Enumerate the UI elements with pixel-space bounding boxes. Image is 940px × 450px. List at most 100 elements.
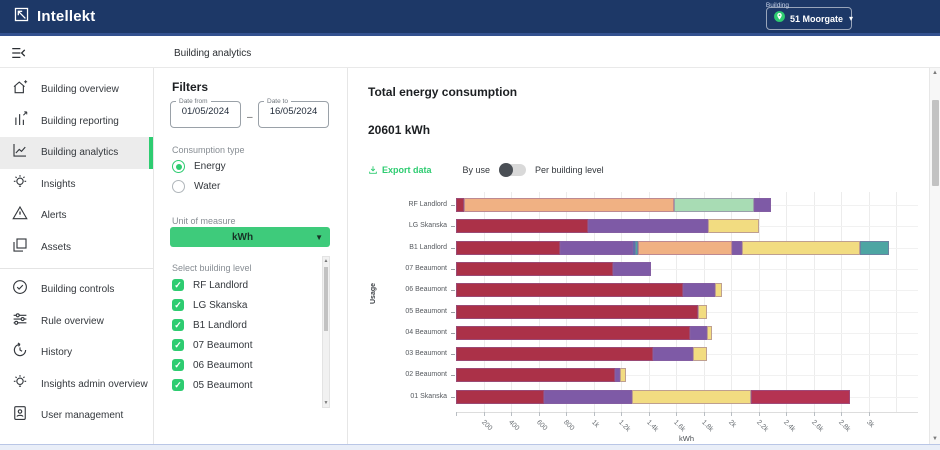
- building-level-05-beaumont[interactable]: ✓05 Beaumont: [172, 375, 317, 395]
- y-tick-mark: [451, 205, 455, 206]
- bar-segment: [732, 241, 742, 255]
- y-tick-label: 02 Beaumont: [349, 371, 447, 378]
- consumption-type-label: Consumption type: [172, 145, 245, 155]
- date-from-value[interactable]: 01/05/2024: [171, 106, 240, 117]
- radio-energy[interactable]: Energy: [172, 160, 226, 173]
- sidebar-item-building-reporting[interactable]: Building reporting: [0, 106, 153, 138]
- gridline: [896, 192, 897, 412]
- building-selector-value: 51 Moorgate: [790, 14, 843, 24]
- x-tick-label: 200: [480, 419, 493, 432]
- horizontal-scrollbar[interactable]: [0, 444, 940, 450]
- y-tick-mark: [451, 226, 455, 227]
- sidebar-item-building-controls[interactable]: Building controls: [0, 274, 153, 306]
- bar-segment: [632, 390, 751, 404]
- building-level-label: Select building level: [172, 263, 252, 273]
- sidebar-item-assets[interactable]: Assets: [0, 232, 153, 264]
- x-tick-mark: [649, 412, 650, 416]
- gridline: [786, 192, 787, 412]
- sidebar-item-building-analytics[interactable]: Building analytics: [0, 137, 153, 169]
- bar-segment: [588, 219, 708, 233]
- unit-of-measure-dropdown[interactable]: kWh ▼: [170, 227, 330, 247]
- bar-segment: [560, 241, 633, 255]
- building-level-b1-landlord[interactable]: ✓B1 Landlord: [172, 315, 317, 335]
- bar-segment: [456, 283, 683, 297]
- sidebar-item-alerts[interactable]: Alerts: [0, 200, 153, 232]
- building-selector[interactable]: 51 Moorgate ▾: [766, 7, 852, 30]
- x-tick-label: 1.8k: [700, 419, 714, 433]
- checkbox-label: 06 Beaumont: [193, 360, 253, 371]
- scroll-up-icon[interactable]: ▲: [930, 70, 940, 76]
- date-to-value[interactable]: 16/05/2024: [259, 106, 328, 117]
- bar-segment: [613, 262, 650, 276]
- x-tick-label: 2k: [727, 419, 737, 429]
- bar-segment: [653, 347, 694, 361]
- main-content: Total energy consumption 20601 kWh Expor…: [349, 68, 929, 444]
- vertical-scrollbar[interactable]: ▲ ▼: [929, 68, 940, 444]
- sidebar-item-user-management[interactable]: User management: [0, 400, 153, 432]
- building-level-07-beaumont[interactable]: ✓07 Beaumont: [172, 335, 317, 355]
- insights-icon: [11, 173, 29, 196]
- building-level-06-beaumont[interactable]: ✓ 06 Beaumont: [172, 355, 317, 375]
- y-tick-mark: [451, 397, 455, 398]
- sidebar-item-insights[interactable]: Insights: [0, 169, 153, 201]
- x-tick-label: 1.6k: [672, 419, 686, 433]
- x-tick-label: 2.8k: [837, 419, 851, 433]
- checkbox[interactable]: ✓: [172, 299, 184, 311]
- date-range-separator: –: [247, 112, 253, 123]
- bar-segment: [456, 390, 544, 404]
- building-controls-icon: [11, 278, 29, 301]
- bar-segment: [715, 283, 722, 297]
- building-level-lg-skanska[interactable]: ✓LG Skanska: [172, 295, 317, 315]
- sidebar-item-label: Building analytics: [41, 147, 118, 158]
- x-tick-mark: [566, 412, 567, 416]
- checkbox[interactable]: ✓: [172, 379, 184, 391]
- sidebar-item-history[interactable]: History: [0, 337, 153, 369]
- scrollbar-thumb[interactable]: [324, 267, 328, 331]
- bar-segment: [751, 390, 850, 404]
- checkbox[interactable]: ✓: [172, 319, 184, 331]
- toggle-knob[interactable]: [499, 163, 513, 177]
- scrollbar-thumb[interactable]: [932, 100, 939, 186]
- view-toggle-switch[interactable]: [499, 164, 526, 176]
- x-tick-mark: [539, 412, 540, 416]
- checkbox[interactable]: ✓: [172, 279, 184, 291]
- bar-segment: [638, 241, 732, 255]
- date-from-field[interactable]: Date from 01/05/2024: [170, 98, 241, 128]
- filters-panel: Filters Date from 01/05/2024 – Date to 1…: [155, 68, 348, 444]
- x-tick-label: 2.4k: [782, 419, 796, 433]
- date-from-label: Date from: [176, 98, 211, 105]
- checkbox[interactable]: ✓: [172, 339, 184, 351]
- toggle-label-by-use[interactable]: By use: [463, 165, 491, 175]
- date-to-field[interactable]: Date to 16/05/2024: [258, 98, 329, 128]
- x-tick-mark: [594, 412, 595, 416]
- x-tick-mark: [841, 412, 842, 416]
- radio-water[interactable]: Water: [172, 180, 220, 193]
- sidebar-collapse-icon[interactable]: [11, 46, 26, 65]
- sidebar-item-insights-admin-overview[interactable]: Insights admin overview: [0, 369, 153, 401]
- radio-button[interactable]: [172, 180, 185, 193]
- sidebar-item-label: User management: [41, 410, 123, 421]
- x-tick-mark: [484, 412, 485, 416]
- y-tick-mark: [451, 375, 455, 376]
- y-tick-label: 07 Beaumont: [349, 265, 447, 272]
- gridline: [814, 192, 815, 412]
- building-level-scrollbar[interactable]: ▲ ▼: [322, 256, 330, 408]
- scroll-down-icon[interactable]: ▼: [323, 400, 329, 406]
- toggle-label-per-building-level[interactable]: Per building level: [535, 165, 604, 175]
- checkbox-label: RF Landlord: [193, 280, 248, 291]
- sidebar-item-label: Rule overview: [41, 316, 104, 327]
- y-tick-mark: [451, 354, 455, 355]
- export-data-button[interactable]: Export data: [368, 165, 432, 175]
- radio-button[interactable]: [172, 160, 185, 173]
- scroll-up-icon[interactable]: ▲: [323, 258, 329, 264]
- sidebar-item-rule-overview[interactable]: Rule overview: [0, 306, 153, 338]
- checkbox[interactable]: ✓: [172, 359, 184, 371]
- intellekt-logo-icon: [13, 6, 30, 28]
- sidebar-item-label: History: [41, 347, 72, 358]
- building-level-rf-landlord[interactable]: ✓ RF Landlord: [172, 275, 317, 295]
- scroll-down-icon[interactable]: ▼: [930, 436, 940, 442]
- chevron-down-icon: ▾: [849, 14, 853, 23]
- page-header: Building analytics: [0, 39, 940, 68]
- sidebar-item-building-overview[interactable]: Building overview: [0, 74, 153, 106]
- x-tick-label: 2.2k: [755, 419, 769, 433]
